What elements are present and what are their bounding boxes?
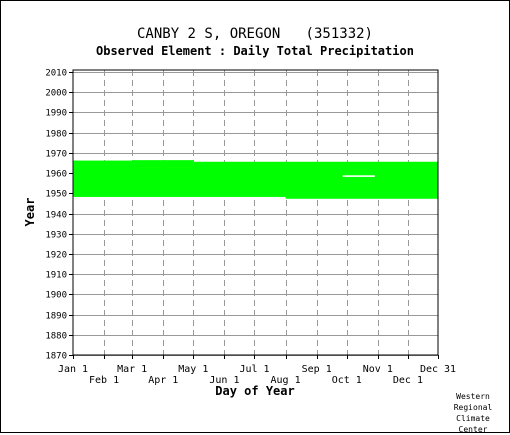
x-tick-label: Dec 31: [420, 364, 456, 375]
grid-lines: [73, 70, 438, 356]
credit-line: Climate: [456, 414, 490, 423]
x-tick-label: Jul 1: [239, 364, 269, 375]
x-tick-label: Oct 1: [332, 375, 362, 386]
y-tick-label: 1870: [45, 352, 67, 362]
data-block: [73, 160, 104, 197]
y-tick-label: 1930: [45, 231, 67, 241]
plot-border: [72, 69, 439, 356]
data-block: [285, 161, 439, 199]
station-title: CANBY 2 S, OREGON (351332): [136, 26, 373, 42]
y-axis-label: Year: [23, 198, 37, 227]
x-tick-label: Apr 1: [148, 375, 178, 386]
x-tick-label: Jan 1: [58, 364, 88, 375]
element-subtitle: Observed Element : Daily Total Precipita…: [96, 44, 414, 58]
data-block: [193, 161, 287, 197]
data-coverage: [73, 160, 439, 199]
y-tick-label: 1900: [45, 291, 67, 301]
credit-line: Regional: [453, 403, 493, 412]
x-tick-label: Feb 1: [89, 375, 119, 386]
data-block: [103, 160, 133, 197]
x-tick-label: May 1: [178, 364, 208, 375]
y-tick-label: 1880: [45, 332, 67, 342]
data-block: [132, 160, 194, 197]
y-tick-label: 1950: [45, 190, 67, 200]
credit-line: Center: [458, 425, 488, 434]
y-tick-label: 1960: [45, 170, 67, 180]
y-tick-label: 1990: [45, 109, 67, 119]
y-tick-label: 1980: [45, 130, 67, 140]
y-tick-label: 2000: [45, 89, 67, 99]
x-tick-label: Jun 1: [209, 375, 239, 386]
credit-line: Western: [456, 392, 490, 401]
y-tick-label: 1970: [45, 150, 67, 160]
y-tick-label: 1910: [45, 271, 67, 281]
y-tick-label: 2010: [45, 69, 67, 79]
x-tick-label: Nov 1: [363, 364, 393, 375]
y-tick-label: 1940: [45, 211, 67, 221]
y-tick-label: 1890: [45, 312, 67, 322]
x-axis-label: Day of Year: [215, 384, 294, 398]
x-tick-label: Sep 1: [302, 364, 332, 375]
x-tick-label: Mar 1: [117, 364, 147, 375]
credit-block: Western Regional Climate Center: [449, 391, 497, 435]
x-tick-label: Dec 1: [393, 375, 423, 386]
axis-ticks: 1870 1880 1890 1900 1910 1920 1930 1940 1950 1960…: [45, 69, 456, 387]
y-tick-label: 1920: [45, 251, 67, 261]
data-gap: [342, 175, 375, 177]
x-tick-label: Aug 1: [271, 375, 301, 386]
